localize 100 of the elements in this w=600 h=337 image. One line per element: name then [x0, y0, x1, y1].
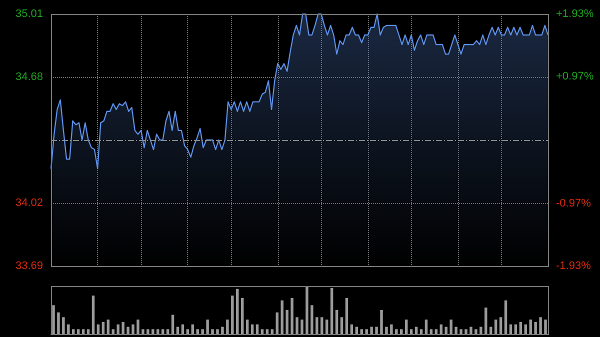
bar	[404, 320, 408, 334]
bar	[400, 329, 403, 334]
bar	[316, 317, 318, 334]
bar	[102, 322, 105, 334]
bar	[280, 300, 284, 334]
bar	[544, 320, 547, 334]
bar	[201, 329, 204, 334]
bar	[454, 326, 458, 334]
bar	[256, 324, 259, 334]
bar	[196, 329, 199, 334]
bar	[152, 329, 154, 334]
bar	[534, 322, 537, 334]
bar	[509, 324, 512, 334]
bar	[335, 310, 338, 334]
bar	[171, 314, 174, 334]
bar	[132, 324, 134, 334]
bar	[52, 305, 55, 334]
bar	[72, 329, 75, 334]
bar	[434, 329, 438, 334]
bar	[325, 320, 328, 334]
bar	[286, 310, 288, 334]
bar	[350, 324, 354, 334]
bar	[146, 329, 150, 334]
bar	[300, 320, 304, 334]
bar	[470, 326, 472, 334]
bar	[86, 329, 90, 334]
y-tick-label: 35.01	[15, 8, 43, 20]
bar	[440, 324, 443, 334]
bar	[514, 324, 518, 334]
y-tick-label: 34.02	[15, 197, 43, 209]
bar	[444, 326, 448, 334]
y2-tick-label: +0.97%	[556, 70, 594, 83]
bar	[276, 312, 278, 334]
bar	[82, 329, 85, 334]
bar	[464, 329, 468, 334]
bar	[246, 320, 249, 334]
bar	[96, 324, 100, 334]
bar	[380, 310, 383, 334]
y2-tick-label: -1.93%	[556, 260, 592, 272]
bar	[161, 329, 164, 334]
bar	[529, 320, 532, 334]
bar	[499, 317, 502, 334]
bar	[519, 322, 522, 334]
y2-tick-label: -0.97%	[556, 197, 592, 210]
bar	[524, 324, 527, 334]
y2-tick-label: +1.93%	[556, 8, 594, 20]
bar	[211, 329, 214, 334]
bar	[181, 324, 184, 334]
bar	[539, 317, 542, 334]
bar	[231, 296, 234, 334]
bar	[62, 317, 65, 334]
bar	[266, 329, 269, 334]
bar	[142, 329, 144, 334]
bar	[320, 317, 324, 334]
bar	[76, 329, 80, 334]
bar	[365, 329, 368, 334]
bar	[410, 329, 413, 334]
bar	[484, 308, 488, 334]
bar	[156, 329, 160, 334]
bar	[385, 326, 388, 334]
bar	[126, 326, 130, 334]
bar	[504, 300, 508, 334]
bar	[474, 329, 478, 334]
bar	[360, 329, 363, 334]
bar	[106, 320, 110, 334]
bar	[370, 326, 373, 334]
bar	[480, 326, 482, 334]
bar	[330, 288, 334, 334]
bar	[226, 320, 229, 334]
y-tick-label: 34.68	[15, 71, 43, 83]
y-tick-label: 33.69	[15, 260, 43, 272]
bar	[340, 317, 344, 334]
bar	[92, 296, 95, 334]
bar	[430, 329, 433, 334]
bar	[450, 320, 452, 334]
bar	[270, 329, 274, 334]
bar	[186, 329, 190, 334]
bar	[460, 329, 462, 334]
bar	[236, 288, 239, 334]
bar	[67, 324, 70, 334]
bar	[221, 326, 224, 334]
bar	[390, 324, 393, 334]
bar	[306, 286, 308, 334]
bar	[420, 329, 423, 334]
bar	[122, 322, 124, 334]
bar	[290, 298, 294, 334]
bar	[260, 329, 264, 334]
bar	[345, 298, 348, 334]
bar	[395, 329, 398, 334]
bar	[112, 329, 114, 334]
bar	[375, 326, 378, 334]
bar	[166, 329, 170, 334]
bar	[191, 324, 194, 334]
bar	[494, 320, 498, 334]
bar	[250, 324, 254, 334]
bar	[57, 312, 60, 334]
bar	[216, 329, 219, 334]
bar	[424, 320, 428, 334]
bar	[206, 320, 209, 334]
bar	[116, 324, 120, 334]
